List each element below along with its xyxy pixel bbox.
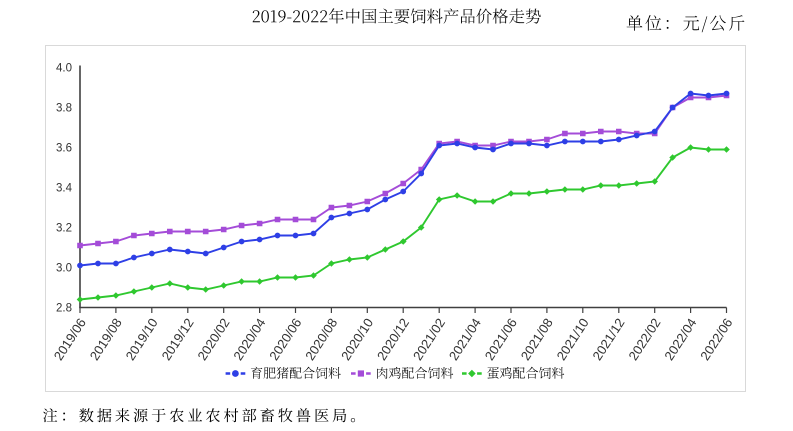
svg-text:3.0: 3.0 (56, 263, 72, 275)
svg-text:3.6: 3.6 (56, 143, 72, 155)
svg-text:3.2: 3.2 (56, 223, 72, 235)
svg-text:3.4: 3.4 (56, 183, 73, 195)
svg-text:3.8: 3.8 (56, 103, 72, 115)
svg-text:4.0: 4.0 (56, 63, 72, 75)
svg-text:2.8: 2.8 (56, 303, 72, 315)
